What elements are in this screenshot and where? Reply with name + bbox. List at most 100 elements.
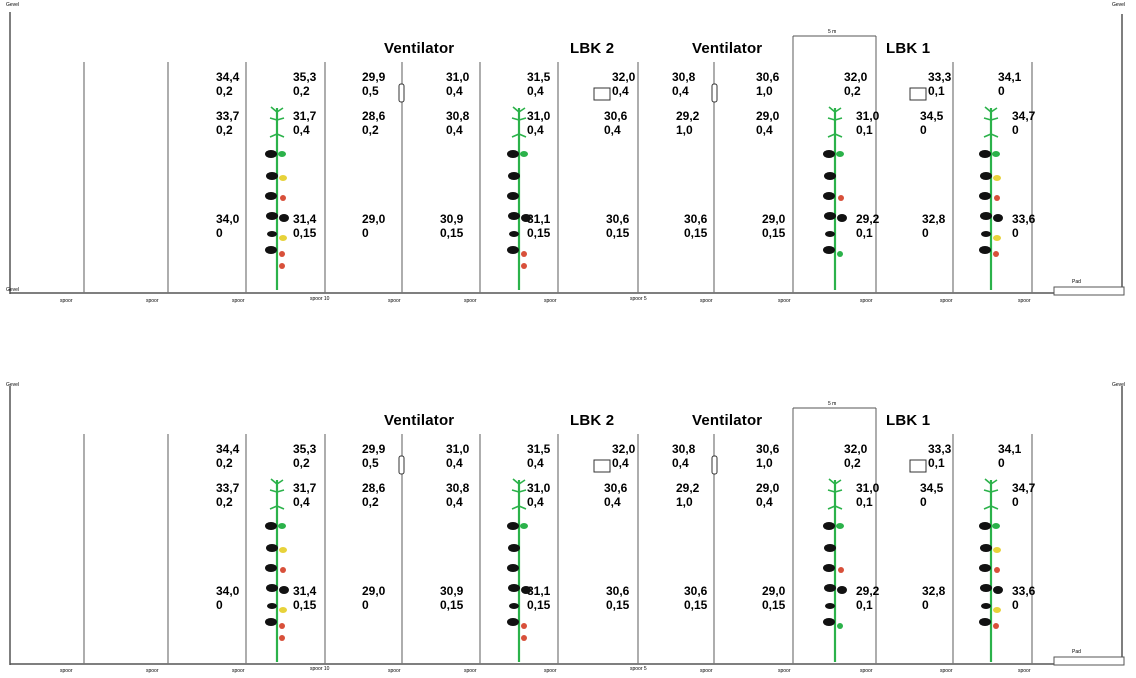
floor-label: spoor: [232, 298, 245, 304]
measure-col: 34,4 0,2 33,7 0,2 34,0 0: [216, 70, 239, 240]
lbk1-label: LBK 1: [886, 412, 931, 429]
measure-col: 29,9 0,5 28,6 0,2 29,0 0: [362, 70, 385, 240]
fan-label: Ventilator: [384, 40, 455, 57]
air-mid: 0: [920, 123, 927, 137]
air-low: 0,15: [527, 226, 551, 240]
temp-low: 29,0: [362, 584, 386, 598]
measure-col: 31,0 0,4 30,8 0,4 30,9 0,15: [440, 70, 470, 240]
floor-label: spoor: [700, 668, 713, 674]
air-top: 0,4: [612, 84, 629, 98]
measure-col: 30,8 0,4 29,2 1,0 30,6 0,15: [672, 442, 707, 612]
measure-col: 32,0 0,2 31,0 0,1 29,2 0,1: [844, 70, 879, 240]
air-mid: 0,4: [527, 495, 544, 509]
air-top: 0,4: [672, 456, 689, 470]
temp-mid: 29,0: [756, 481, 780, 495]
air-top: 0,1: [928, 84, 945, 98]
temp-top: 35,3: [293, 442, 317, 456]
lbk2-label: LBK 2: [570, 412, 615, 429]
floor-label: spoor: [860, 668, 873, 674]
air-mid: 0,4: [604, 495, 621, 509]
temp-top: 30,8: [672, 70, 696, 84]
temp-top: 30,6: [756, 442, 780, 456]
air-mid: 0,2: [362, 123, 379, 137]
temp-low: 29,0: [362, 212, 386, 226]
floor-label: spoor: [388, 668, 401, 674]
floor-label: spoor: [232, 668, 245, 674]
tomato-plant-icon: [507, 478, 531, 662]
temp-mid: 34,5: [920, 109, 944, 123]
path-label: Pad: [1072, 279, 1081, 285]
air-low: 0,15: [684, 598, 708, 612]
air-top: 0,2: [293, 456, 310, 470]
air-low: 0,15: [684, 226, 708, 240]
fan-label: Ventilator: [384, 412, 455, 429]
sensor-box-icon: [909, 87, 927, 101]
path-box: [1053, 656, 1125, 666]
floor-label: spoor: [60, 668, 73, 674]
air-mid: 0,4: [756, 495, 773, 509]
tomato-plant-icon: [265, 106, 289, 290]
sensor-box-icon: [593, 459, 611, 473]
floor-label: spoor: [940, 668, 953, 674]
wall-label-right: Gevel: [1112, 382, 1126, 388]
temp-low: 30,6: [606, 212, 630, 226]
temp-low: 29,2: [856, 212, 880, 226]
temp-mid: 29,2: [676, 481, 700, 495]
floor-label: spoor: [388, 298, 401, 304]
floor-label: spoor: [544, 298, 557, 304]
floor-label: spoor: [146, 298, 159, 304]
air-mid: 0,4: [527, 123, 544, 137]
temp-low: 34,0: [216, 212, 240, 226]
temp-top: 29,9: [362, 70, 386, 84]
greenhouse-section-top: Gevel Gevel Gevel Pad 5 m Ventilator LBK…: [0, 0, 1136, 320]
floor-label: spoor: [860, 298, 873, 304]
temp-mid: 34,7: [1012, 109, 1036, 123]
air-low: 0: [216, 598, 223, 612]
temp-top: 33,3: [928, 70, 952, 84]
lbk1-label: LBK 1: [886, 40, 931, 57]
air-low: 0,15: [440, 598, 464, 612]
wall-label-right: Gevel: [1112, 2, 1126, 8]
sensor-box-icon: [909, 459, 927, 473]
temp-low: 29,0: [762, 212, 786, 226]
air-top: 0,1: [928, 456, 945, 470]
temp-mid: 30,8: [446, 109, 470, 123]
tomato-plant-icon: [265, 478, 289, 662]
fan-device-icon: [711, 455, 718, 475]
sensor-box-icon: [593, 87, 611, 101]
air-mid: 0,2: [216, 123, 233, 137]
air-mid: 0,4: [604, 123, 621, 137]
measure-col: 34,4 0,2 33,7 0,2 34,0 0: [216, 442, 239, 612]
floor-label: spoor: [940, 298, 953, 304]
air-top: 0,4: [527, 456, 544, 470]
temp-low: 30,6: [606, 584, 630, 598]
measure-col: 35,3 0,2 31,7 0,4 31,4 0,15: [293, 442, 316, 612]
tomato-plant-icon: [507, 106, 531, 290]
temp-mid: 31,0: [856, 109, 880, 123]
temp-top: 31,5: [527, 70, 551, 84]
measure-col: 32,0 0,4 30,6 0,4 30,6 0,15: [604, 442, 635, 612]
air-mid: 0,4: [446, 123, 463, 137]
air-top: 0,4: [612, 456, 629, 470]
temp-mid: 28,6: [362, 481, 386, 495]
tomato-plant-icon: [823, 106, 847, 290]
temp-top: 30,8: [672, 442, 696, 456]
tomato-plant-icon: [979, 106, 1003, 290]
air-low: 0,1: [856, 226, 873, 240]
air-mid: 0: [1012, 123, 1019, 137]
temp-low: 29,2: [856, 584, 880, 598]
floor-label: spoor: [544, 668, 557, 674]
measure-col: 33,3 0,1 34,5 0 32,8 0: [920, 70, 952, 240]
air-top: 0: [998, 84, 1005, 98]
temp-low: 29,0: [762, 584, 786, 598]
wall-label-left: Gevel: [6, 2, 20, 8]
air-top: 0,5: [362, 456, 379, 470]
air-top: 0,2: [844, 84, 861, 98]
measure-col: 31,0 0,4 30,8 0,4 30,9 0,15: [440, 442, 469, 612]
air-mid: 0: [920, 495, 927, 509]
measure-col: 32,0 0,2 31,0 0,1 29,2 0,1: [844, 442, 879, 612]
air-mid: 0,4: [293, 495, 310, 509]
air-low: 0,15: [440, 226, 464, 240]
measure-col: 30,6 1,0 29,0 0,4 29,0 0,15: [756, 70, 785, 240]
air-low: 0: [216, 226, 223, 240]
